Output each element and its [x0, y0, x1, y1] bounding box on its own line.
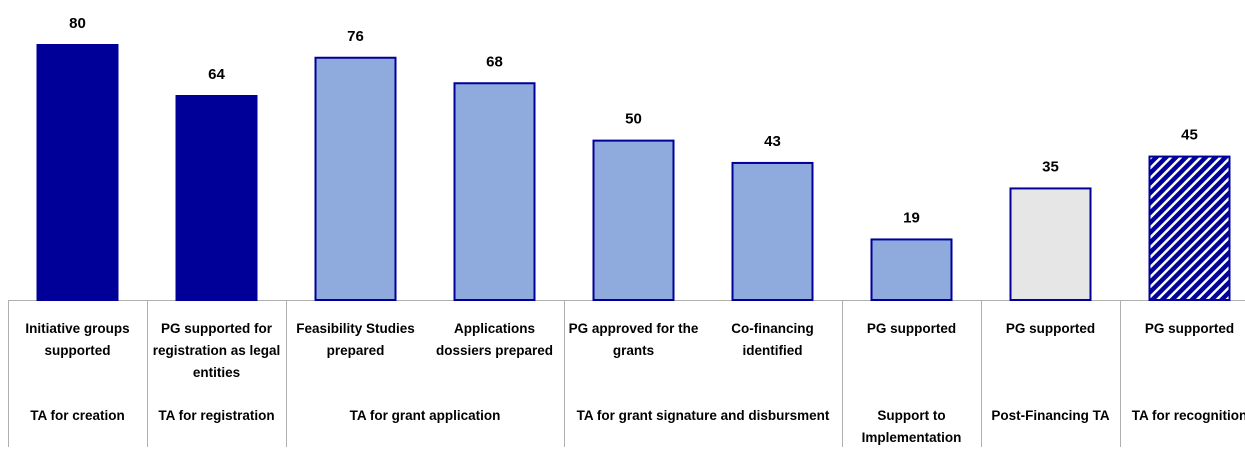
- value-label: 19: [903, 209, 920, 226]
- category-label: Applications dossiers prepared: [435, 321, 554, 358]
- bar: [36, 44, 119, 301]
- bar: [175, 95, 258, 301]
- value-label: 43: [764, 133, 781, 150]
- value-label: 76: [347, 28, 364, 45]
- group-label: TA for creation: [30, 408, 125, 423]
- category-label: PG approved for the grants: [568, 321, 699, 358]
- category-label: PG supported for registration as legal e…: [152, 321, 281, 380]
- value-label: 45: [1181, 127, 1198, 144]
- group-label: TA for recognition: [1131, 408, 1245, 423]
- bar: [1009, 187, 1092, 301]
- category-label: Initiative groups supported: [25, 321, 130, 358]
- bar: [731, 161, 814, 301]
- bar: [1148, 155, 1231, 301]
- group-label: Support to Implementation: [861, 408, 962, 445]
- value-label: 80: [69, 15, 86, 32]
- value-label: 64: [208, 66, 225, 83]
- value-label: 68: [486, 53, 503, 70]
- category-label: Co-financing identified: [731, 321, 814, 358]
- group-label: Post-Financing TA: [991, 408, 1110, 423]
- bar: [592, 139, 675, 301]
- bar: [453, 82, 536, 301]
- category-label: PG supported: [866, 321, 957, 336]
- value-label: 50: [625, 111, 642, 128]
- group-label: TA for registration: [158, 408, 275, 423]
- group-label: TA for grant signature and disbursment: [576, 408, 830, 423]
- bar: [314, 56, 397, 301]
- group-label: TA for grant application: [349, 408, 501, 423]
- category-label: Feasibility Studies prepared: [296, 321, 415, 358]
- category-label: PG supported: [1144, 321, 1235, 336]
- bar: [870, 238, 953, 301]
- value-label: 35: [1042, 158, 1059, 175]
- category-label: PG supported: [1005, 321, 1096, 336]
